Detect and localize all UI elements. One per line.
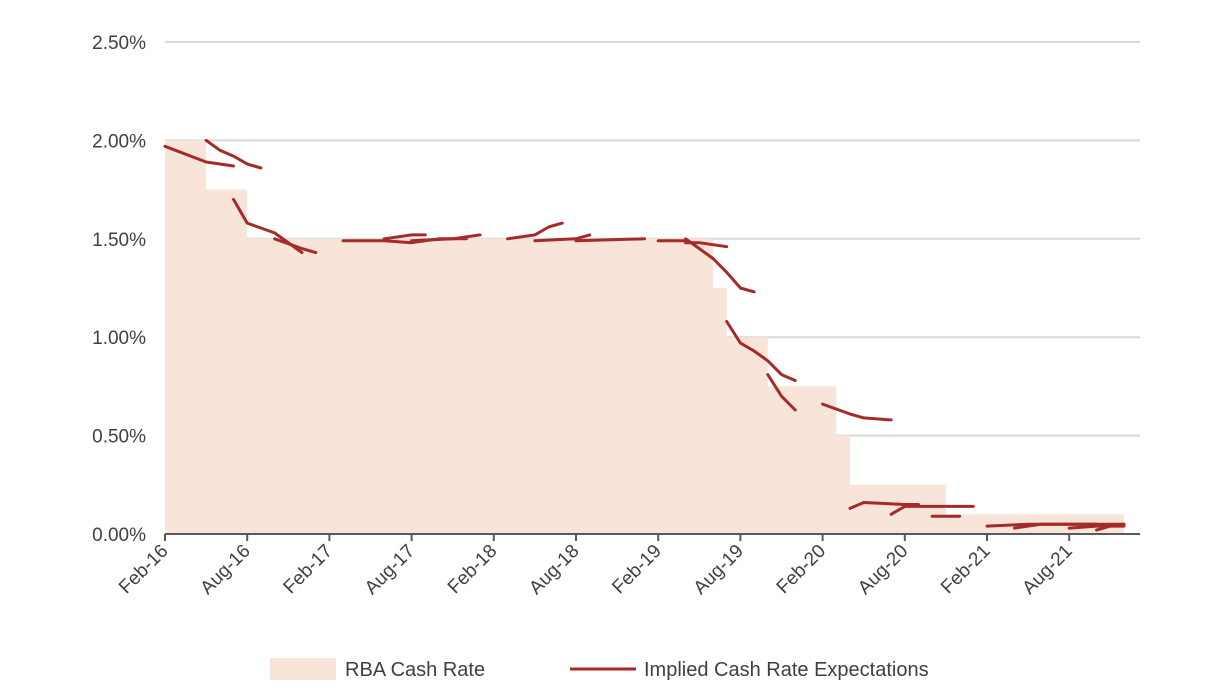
y-tick-label: 0.50%	[92, 427, 146, 448]
x-tick-label: Feb-21	[937, 541, 994, 598]
legend: RBA Cash Rate Implied Cash Rate Expectat…	[270, 658, 929, 681]
legend-label-cash-rate: RBA Cash Rate	[345, 659, 485, 681]
expectation-curve	[163, 144, 235, 168]
expectation-curve	[574, 237, 646, 243]
y-tick-label: 0.00%	[92, 525, 146, 546]
expectation-curve	[725, 320, 797, 382]
x-tick-label: Aug-18	[525, 541, 583, 599]
expectation-curve	[410, 233, 482, 243]
x-tick-label: Aug-17	[361, 541, 419, 599]
expectation-curve	[382, 233, 427, 241]
expectation-lines	[163, 138, 1126, 532]
x-tick-labels: Feb-16 Aug-16 Feb-17 Aug-17 Feb-18 Aug-18 Feb-…	[115, 541, 1077, 599]
cash-rate-step-area	[165, 140, 1124, 534]
x-tick-label: Aug-20	[854, 541, 912, 599]
y-tick-label: 2.50%	[92, 33, 146, 54]
x-tick-label: Feb-16	[115, 541, 172, 598]
expectation-curve	[821, 402, 893, 422]
expectation-curve	[684, 237, 756, 294]
x-tick-label: Aug-19	[690, 541, 748, 599]
x-tick-label: Feb-19	[608, 541, 665, 598]
x-tick-label: Feb-18	[444, 541, 501, 598]
expectation-curve	[273, 237, 318, 255]
expectation-curve	[889, 504, 975, 516]
axes	[164, 533, 1140, 541]
y-tick-labels: 0.00% 0.50% 1.00% 1.50% 2.00% 2.50%	[92, 33, 146, 546]
expectation-curve	[1012, 522, 1126, 530]
expectation-curve	[533, 233, 592, 243]
expectation-curve	[204, 138, 263, 170]
legend-swatch-cash-rate	[270, 658, 336, 680]
y-tick-label: 2.00%	[92, 131, 146, 152]
expectation-curve	[1095, 522, 1126, 532]
x-tick-label: Feb-20	[773, 541, 830, 598]
expectation-curve	[506, 221, 564, 241]
x-tick-label: Aug-16	[197, 541, 255, 599]
x-tick-label: Feb-17	[280, 541, 337, 598]
x-tick-label: Aug-21	[1019, 541, 1077, 599]
y-tick-label: 1.00%	[92, 328, 146, 349]
y-tick-label: 1.50%	[92, 230, 146, 251]
expectation-curve	[848, 501, 920, 510]
cash-rate-area	[165, 140, 1124, 534]
legend-label-expectations: Implied Cash Rate Expectations	[644, 659, 929, 681]
expectation-curve	[766, 373, 797, 412]
